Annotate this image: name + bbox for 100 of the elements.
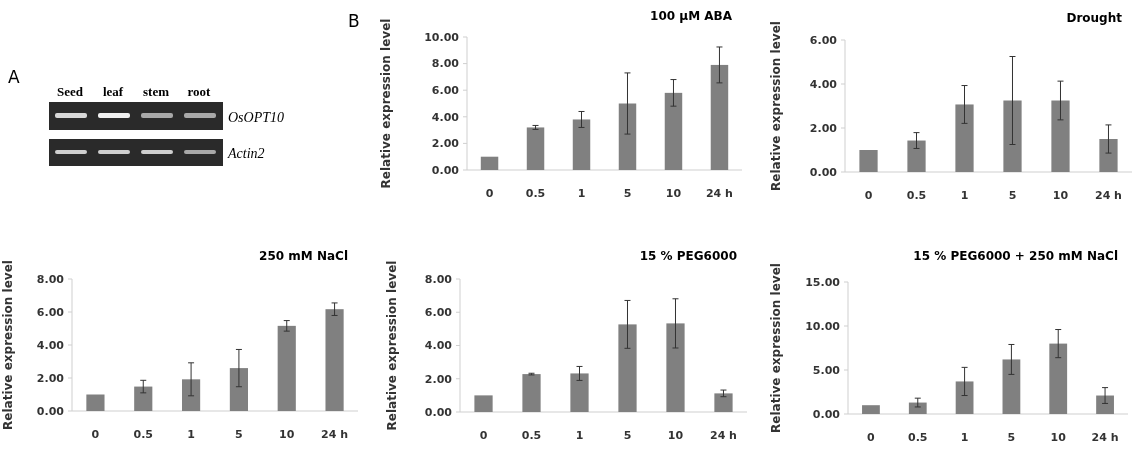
y-tick-label: 5.00 — [812, 363, 841, 377]
x-tick-label: 0.5 — [521, 429, 542, 442]
x-tick-label: 24 h — [1091, 431, 1119, 444]
x-tick-label: 24 h — [1095, 189, 1122, 202]
y-tick-label: 4.00 — [431, 110, 460, 124]
text: OsOPT10 — [228, 110, 285, 125]
bar — [955, 104, 974, 172]
x-tick-label: 0.5 — [525, 187, 546, 200]
x-tick-label: 1 — [960, 431, 969, 444]
text: Actin2 — [227, 146, 265, 161]
x-tick-label: 10 — [1052, 189, 1069, 202]
y-tick-label: 8.00 — [424, 272, 453, 286]
bar — [1051, 100, 1070, 172]
y-tick-label: 2.00 — [431, 137, 460, 151]
y-axis-title: Relative expression level — [769, 21, 783, 191]
y-axis-title: Relative expression level — [385, 260, 399, 431]
x-tick-label: 0 — [485, 187, 494, 200]
bar — [618, 103, 637, 170]
bar — [572, 119, 591, 170]
x-tick-label: 1 — [187, 428, 195, 441]
x-tick-label: 10 — [1050, 431, 1067, 444]
bar — [1003, 100, 1022, 172]
x-tick-label: 24 h — [705, 187, 733, 200]
bar — [955, 381, 974, 414]
bar — [86, 394, 105, 411]
y-tick-label: 6.00 — [809, 33, 838, 47]
text: B — [348, 11, 360, 31]
text: Seed — [57, 84, 84, 99]
bar — [134, 386, 153, 411]
y-tick-label: 4.00 — [424, 339, 453, 353]
x-tick-label: 5 — [1007, 431, 1016, 444]
x-tick-label: 0 — [867, 431, 876, 444]
text: root — [187, 84, 212, 99]
y-tick-label: 8.00 — [431, 57, 460, 71]
x-tick-label: 0 — [479, 429, 488, 442]
bar — [474, 395, 493, 412]
y-tick-label: 0.00 — [812, 407, 841, 421]
x-tick-label: 10 — [667, 429, 684, 442]
bar — [908, 402, 927, 414]
y-tick-label: 0.00 — [36, 404, 65, 418]
bar — [666, 323, 685, 412]
bar — [618, 324, 637, 412]
chart-title: 15 % PEG6000 — [639, 249, 737, 263]
bar — [325, 309, 344, 411]
y-axis-title: Relative expression level — [1, 260, 15, 430]
x-tick-label: 1 — [575, 429, 584, 442]
x-tick-label: 10 — [665, 187, 682, 200]
x-tick-label: 1 — [960, 189, 969, 202]
x-tick-label: 5 — [1008, 189, 1017, 202]
bar — [522, 374, 541, 412]
bar — [480, 156, 499, 170]
y-tick-label: 0.00 — [431, 163, 460, 177]
chart-title: 250 mM NaCl — [259, 249, 348, 263]
bar — [859, 150, 878, 172]
bar — [1002, 359, 1021, 414]
chart-title: Drought — [1066, 11, 1123, 25]
text: A — [8, 67, 20, 87]
x-tick-label: 0.5 — [133, 428, 154, 441]
chart-title: 100 μM ABA — [650, 9, 733, 23]
x-tick-label: 5 — [623, 187, 632, 200]
chart-title: 15 % PEG6000 + 250 mM NaCl — [913, 249, 1118, 263]
y-tick-label: 4.00 — [809, 77, 838, 91]
y-tick-label: 0.00 — [424, 405, 453, 419]
y-tick-label: 2.00 — [809, 121, 838, 135]
bar — [1096, 395, 1114, 414]
y-tick-label: 10.00 — [424, 30, 460, 44]
x-tick-label: 24 h — [710, 429, 737, 442]
bar — [862, 405, 880, 414]
text: leaf — [102, 84, 124, 99]
y-tick-label: 4.00 — [36, 338, 65, 352]
x-tick-label: 1 — [577, 187, 586, 200]
y-tick-label: 0.00 — [809, 165, 838, 179]
bar — [570, 373, 589, 412]
y-tick-label: 15.00 — [805, 275, 841, 289]
bar — [714, 393, 733, 412]
y-tick-label: 6.00 — [36, 305, 65, 319]
bar — [526, 127, 545, 170]
y-tick-label: 2.00 — [36, 371, 65, 385]
y-axis-title: Relative expression level — [769, 263, 783, 433]
bar — [1049, 343, 1068, 414]
bar — [710, 64, 729, 170]
y-tick-label: 6.00 — [431, 84, 460, 98]
x-tick-label: 24 h — [321, 428, 349, 441]
y-axis-title: Relative expression level — [379, 18, 393, 189]
x-tick-label: 0.5 — [906, 189, 927, 202]
bar — [1099, 139, 1118, 172]
x-tick-label: 0 — [864, 189, 873, 202]
bar — [907, 140, 926, 172]
bar — [277, 325, 296, 411]
y-tick-label: 8.00 — [36, 272, 65, 286]
y-tick-label: 10.00 — [805, 319, 841, 333]
x-tick-label: 0.5 — [908, 431, 928, 444]
x-tick-label: 10 — [279, 428, 295, 441]
y-tick-label: 6.00 — [424, 306, 453, 320]
bar — [182, 379, 201, 411]
x-tick-label: 5 — [235, 428, 243, 441]
y-tick-label: 2.00 — [424, 372, 453, 386]
bar — [229, 368, 248, 411]
x-tick-label: 5 — [623, 429, 632, 442]
bar — [664, 92, 683, 170]
